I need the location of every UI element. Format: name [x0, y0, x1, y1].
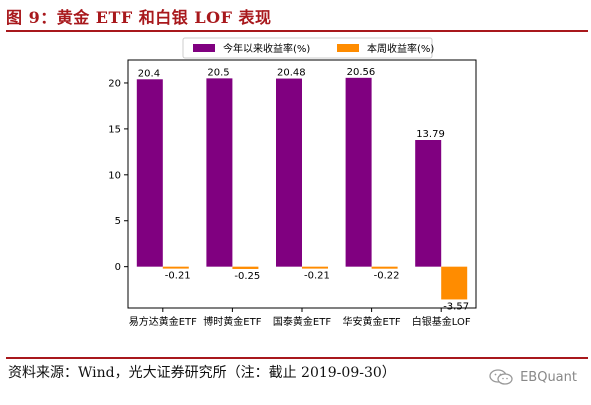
- x-category-label: 白银基金LOF: [412, 315, 471, 328]
- bar-chart: 0 5 10 15 20 易方达黄金ETF 20.4 -0.21 博时黄金ETF 20.5 -0.2…: [108, 37, 477, 328]
- legend-swatch: [193, 44, 215, 52]
- data-label: 20.5: [207, 67, 229, 78]
- bar-week-return: [162, 266, 189, 269]
- data-label: 20.48: [277, 68, 306, 79]
- legend-swatch: [337, 44, 359, 52]
- bar-ytd-return: [136, 79, 163, 267]
- y-tick-label: 10: [108, 170, 121, 181]
- data-label: -0.21: [304, 271, 330, 282]
- bar-ytd-return: [276, 78, 302, 267]
- y-tick-label: 5: [115, 216, 121, 227]
- legend-box: [182, 37, 433, 59]
- data-label: -0.22: [374, 271, 400, 282]
- data-label: 13.79: [416, 129, 445, 140]
- data-label: 20.4: [138, 68, 160, 79]
- y-tick-label: 20: [108, 78, 121, 89]
- x-category-label: 博时黄金ETF: [203, 315, 261, 328]
- bar-ytd-return: [345, 77, 372, 267]
- bar-week-return: [371, 266, 398, 269]
- figure-title: 图 9：黄金 ETF 和白银 LOF 表现: [6, 8, 272, 27]
- watermark-text: EBQuant: [520, 369, 577, 385]
- x-category-label: 华安黄金ETF: [343, 315, 401, 328]
- bar-week-return: [232, 266, 259, 269]
- bar-week-return: [302, 266, 328, 269]
- data-label: -0.25: [234, 271, 260, 282]
- legend-label: 今年以来收益率(%): [223, 42, 310, 55]
- data-label: -3.57: [443, 301, 469, 312]
- y-tick-label: 0: [115, 262, 121, 273]
- wechat-icon: [489, 369, 513, 385]
- bar-ytd-return: [206, 78, 233, 267]
- title-rule: [6, 30, 588, 32]
- bar-week-return: [441, 266, 468, 300]
- data-label: 20.56: [347, 67, 376, 78]
- bar-ytd-return: [415, 140, 442, 267]
- source-rule: [6, 357, 588, 359]
- data-label: -0.21: [165, 271, 191, 282]
- source-note: 资料来源：Wind，光大证券研究所（注：截止 2019-09-30）: [8, 365, 396, 381]
- x-category-label: 国泰黄金ETF: [273, 315, 331, 328]
- y-tick-label: 15: [108, 124, 121, 135]
- legend-label: 本周收益率(%): [367, 42, 434, 55]
- watermark: EBQuant: [488, 368, 577, 386]
- x-category-label: 易方达黄金ETF: [129, 315, 197, 328]
